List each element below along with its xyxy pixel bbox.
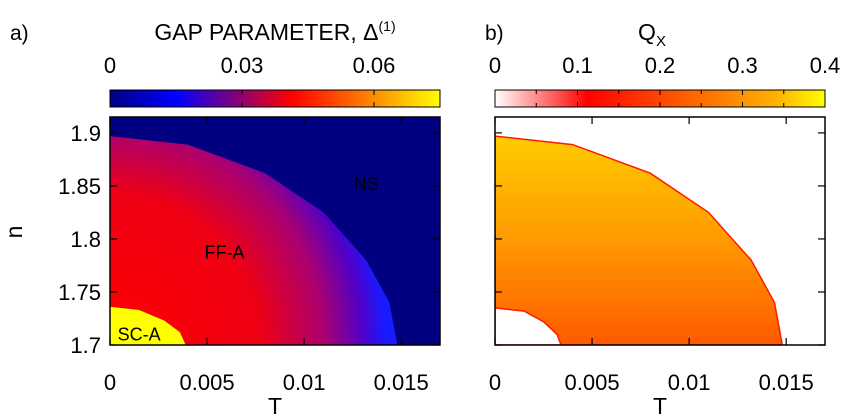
panel-a-x-tick-label-0: 0 [104, 370, 116, 395]
panel-b-colorbar-tick-label-0-4: 0.4 [810, 53, 841, 78]
panel-b-x-ticks [494, 117, 787, 345]
panel-a-plot [110, 117, 440, 345]
panel-b-x-tick-label-0: 0 [489, 370, 501, 395]
panel-b-colorbar-tick-label-0-1: 0.1 [562, 53, 593, 78]
sc-a-region [110, 306, 186, 345]
panel-a-y-tick-label-1-9: 1.9 [70, 121, 101, 146]
panel-b-colorbar-ticks [535, 90, 785, 107]
panel-b-plot [495, 117, 825, 345]
panel-a-colorbar-ticks [241, 90, 375, 107]
panel-a-y-tick-labels: 1.7 1.75 1.8 1.85 1.9 [58, 121, 101, 358]
panel-b-x-tick-labels: 0 0.005 0.01 0.015 [489, 370, 814, 395]
panel-b-label: b) [485, 22, 504, 45]
panel-b-colorbar: 0 0.1 0.2 0.3 0.4 [489, 53, 840, 108]
panel-a-x-axis-label: T [268, 393, 282, 419]
panel-a-plot-frame [109, 116, 441, 346]
region-label-ns: NS [354, 174, 379, 194]
panel-a-title-superscript: (1) [379, 18, 396, 34]
panel-a-colorbar: 0 0.03 0.06 [104, 53, 441, 108]
panel-a-label: a) [10, 22, 29, 45]
panel-b-x-tick-label-0-01: 0.01 [668, 370, 711, 395]
panel-b-title-subscript: X [656, 33, 666, 50]
panel-b-y-ticks [495, 132, 825, 346]
ff-a-region [110, 136, 398, 345]
panel-a-region-labels: NS FF-A SC-A [118, 174, 379, 345]
panel-a-colorbar-tick-labels: 0 0.03 0.06 [104, 53, 396, 78]
region-label-ff-a: FF-A [205, 243, 245, 263]
panel-b-x-axis-label: T [653, 393, 667, 419]
panel-a: a) GAP PARAMETER, Δ(1) 0 0.03 0.06 NS FF-A… [1, 18, 441, 419]
panel-a-y-tick-label-1-85: 1.85 [58, 174, 101, 199]
qx-zero-sc-region [495, 307, 562, 345]
panel-b-colorbar-tick-label-0: 0 [489, 53, 501, 78]
qx-nonzero-region [495, 135, 784, 345]
panel-a-colorbar-fill [109, 89, 441, 108]
panel-b-x-tick-label-0-005: 0.005 [565, 370, 620, 395]
panel-b: b) QX 0 0.1 0.2 0.3 0.4 0 0.005 0.01 0.015 T [485, 19, 840, 419]
panel-a-colorbar-tick-label-0-03: 0.03 [221, 53, 264, 78]
panel-a-colorbar-tick-label-0: 0 [104, 53, 116, 78]
panel-a-y-ticks [110, 132, 440, 346]
panel-b-colorbar-tick-label-0-3: 0.3 [727, 53, 758, 78]
panel-a-y-tick-label-1-7: 1.7 [70, 333, 101, 358]
panel-b-plot-frame [494, 116, 826, 346]
panel-b-colorbar-tick-labels: 0 0.1 0.2 0.3 0.4 [489, 53, 840, 78]
panel-a-x-ticks [109, 117, 402, 345]
panel-a-title-main: GAP PARAMETER, Δ [154, 19, 378, 45]
region-label-sc-a: SC-A [118, 324, 161, 344]
panel-a-colorbar-tick-label-0-06: 0.06 [353, 53, 396, 78]
panel-b-title-main: Q [638, 19, 656, 45]
panel-a-x-tick-label-0-015: 0.015 [374, 370, 429, 395]
panel-a-x-tick-labels: 0 0.005 0.01 0.015 [104, 370, 429, 395]
panel-a-y-tick-label-1-75: 1.75 [58, 280, 101, 305]
panel-a-y-axis-label: n [1, 226, 27, 239]
panel-a-y-tick-label-1-8: 1.8 [70, 227, 101, 252]
panel-a-x-tick-label-0-01: 0.01 [283, 370, 326, 395]
panel-a-colorbar-title: GAP PARAMETER, Δ(1) [154, 18, 395, 45]
panel-a-x-tick-label-0-005: 0.005 [180, 370, 235, 395]
panel-b-colorbar-title: QX [638, 19, 666, 50]
panel-b-colorbar-tick-label-0-2: 0.2 [645, 53, 676, 78]
panel-b-x-tick-label-0-015: 0.015 [759, 370, 814, 395]
